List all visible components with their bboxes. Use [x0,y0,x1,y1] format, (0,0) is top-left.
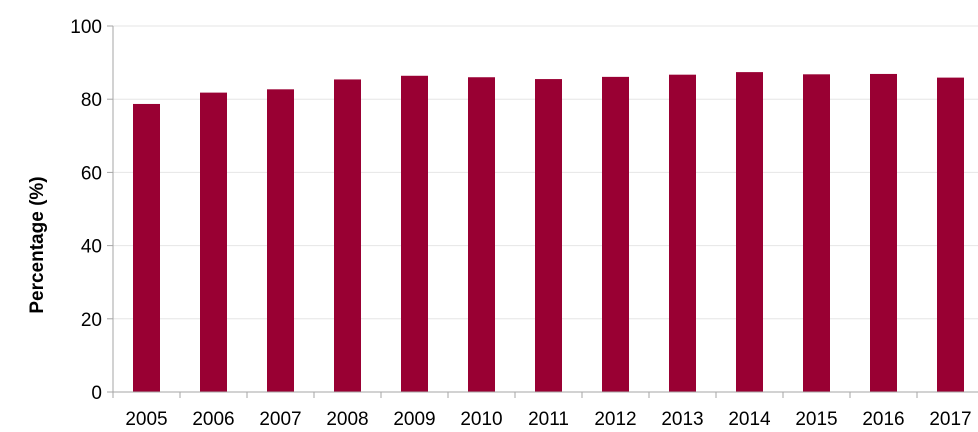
y-tick-label-100: 100 [70,17,102,38]
x-tick-label-2014: 2014 [728,409,771,430]
x-tick-label-2015: 2015 [795,409,837,430]
x-tick-label-2017: 2017 [929,409,971,430]
y-tick-label-40: 40 [81,237,102,258]
y-tick-label-60: 60 [81,163,102,184]
bar-2007 [267,89,294,393]
axes [107,25,978,398]
y-tick-labels: 0 20 40 60 80 100 [70,17,102,404]
bar-2017 [937,77,964,392]
x-tick-label-2013: 2013 [661,409,703,430]
bar-2015 [803,74,830,392]
y-tick-label-20: 20 [81,310,102,331]
x-tick-label-2012: 2012 [594,409,636,430]
x-tick-label-2005: 2005 [125,409,167,430]
bar-2013 [669,74,696,392]
x-tick-label-2007: 2007 [259,409,301,430]
y-axis-title: Percentage (%) [27,176,48,313]
x-tick-label-2008: 2008 [326,409,368,430]
x-tick-label-2009: 2009 [393,409,435,430]
x-tick-label-2011: 2011 [528,409,569,430]
bar-2006 [200,92,227,392]
bars [133,72,964,393]
y-tick-label-80: 80 [81,90,102,111]
x-tick-label-2010: 2010 [460,409,502,430]
y-tick-label-0: 0 [91,383,102,404]
bar-2011 [535,79,562,392]
bar-2014 [736,72,763,392]
bar-2009 [401,75,428,392]
bar-2016 [870,73,897,393]
bar-2012 [602,76,629,393]
x-tick-label-2016: 2016 [862,409,904,430]
x-tick-labels: 2005 2006 2007 2008 2009 2010 2011 2012 2013 2014… [125,409,971,430]
bar-2005 [133,103,160,392]
bar-2010 [468,77,495,393]
x-tick-label-2006: 2006 [192,409,234,430]
bar-2008 [334,79,361,392]
